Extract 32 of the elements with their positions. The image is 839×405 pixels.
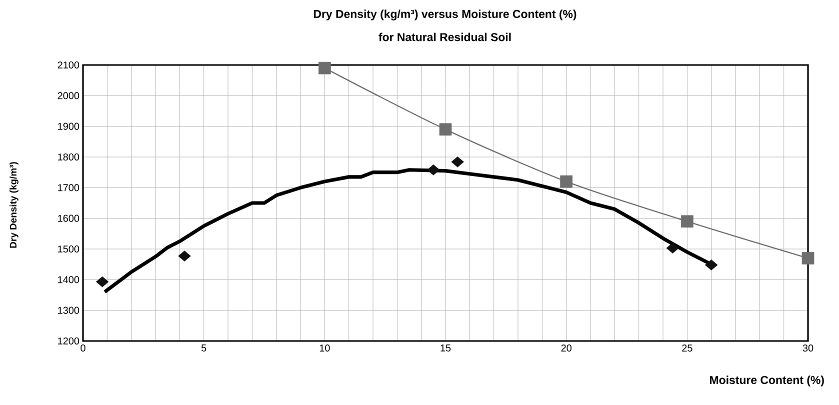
point [560, 175, 573, 188]
x-tick-label: 25 [682, 344, 692, 352]
chart-subtitle: for Natural Residual Soil [378, 32, 511, 42]
y-tick-label: 1300 [58, 306, 80, 314]
x-tick-label: 10 [320, 344, 330, 352]
point [318, 62, 331, 74]
y-tick-label: 1400 [58, 276, 80, 284]
point [666, 242, 680, 254]
y-tick-label: 1700 [58, 184, 80, 192]
x-tick-label: 5 [201, 344, 206, 352]
y-tick-label: 1500 [58, 245, 80, 253]
y-tick-label: 1200 [58, 337, 80, 345]
point [680, 215, 694, 228]
point [178, 250, 191, 262]
chart-title: Dry Density (kg/m³) versus Moisture Content (%) [314, 10, 576, 20]
point [704, 260, 718, 270]
y-tick-label: 1900 [58, 122, 80, 130]
y-tick-label: 1800 [58, 153, 80, 161]
y-axis-title: Dry Density (kg/m³) [10, 162, 18, 248]
point [427, 164, 440, 176]
point [451, 156, 464, 168]
y-tick-label: 2100 [58, 61, 80, 69]
point [802, 252, 814, 264]
point [439, 123, 452, 136]
x-tick-label: 15 [440, 344, 451, 352]
x-axis-title: Moisture Content (%) [710, 376, 824, 386]
y-tick-label: 1600 [58, 214, 80, 222]
point [96, 276, 109, 288]
y-tick-label: 2000 [58, 92, 80, 100]
x-tick-label: 30 [802, 344, 814, 352]
x-tick-label: 20 [561, 344, 572, 352]
x-tick-label: 0 [80, 344, 86, 352]
